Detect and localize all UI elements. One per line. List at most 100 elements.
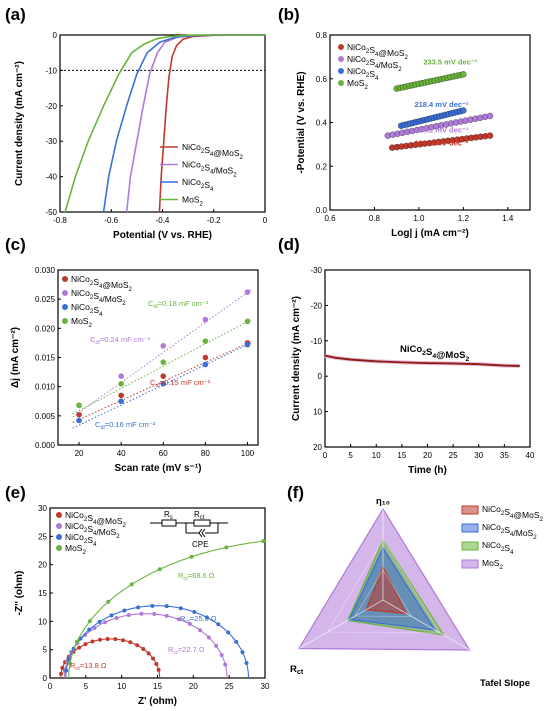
data-point bbox=[244, 660, 249, 665]
data-point bbox=[152, 612, 157, 617]
data-point bbox=[176, 617, 181, 622]
x-tick-label: 100 bbox=[241, 449, 255, 458]
legend-swatch bbox=[56, 512, 62, 518]
data-point bbox=[141, 646, 146, 651]
x-tick-label: 1.0 bbox=[413, 214, 425, 223]
y-tick-label: 20 bbox=[313, 443, 322, 452]
data-point bbox=[66, 657, 71, 662]
data-point bbox=[118, 398, 124, 405]
cdl-label: Cdl=0.15 mF cm⁻² bbox=[150, 378, 211, 389]
data-point bbox=[90, 639, 95, 644]
x-axis-label: Potential (V vs. RHE) bbox=[113, 230, 212, 241]
data-point bbox=[160, 343, 167, 349]
data-point bbox=[164, 613, 169, 618]
panel-a: (a) -0.8 -0.6 -0.4 -0.2 0 0 -10 -20 -30 -40 -50 Pote… bbox=[5, 5, 268, 241]
data-point bbox=[92, 626, 97, 631]
data-point bbox=[146, 651, 151, 656]
circuit-label-rct: Rct bbox=[194, 510, 205, 521]
x-tick-label: -0.4 bbox=[156, 216, 170, 225]
data-point bbox=[164, 604, 169, 609]
y-tick-label: -20 bbox=[310, 301, 322, 310]
data-point bbox=[87, 627, 92, 632]
x-tick-label: 0 bbox=[48, 682, 53, 691]
series-line bbox=[64, 34, 265, 213]
series-line bbox=[324, 354, 520, 367]
radar-grid bbox=[354, 569, 413, 617]
data-point bbox=[486, 112, 494, 120]
legend-swatch bbox=[461, 523, 479, 533]
fit-curve bbox=[68, 540, 264, 679]
legend-label: NiCo2S4@MoS2 bbox=[71, 274, 133, 293]
data-point bbox=[187, 622, 192, 627]
radar-axis bbox=[298, 599, 384, 649]
data-point bbox=[261, 539, 266, 544]
data-point bbox=[113, 637, 118, 642]
data-point bbox=[244, 289, 251, 295]
rct-label: Rct=22.7 Ω bbox=[168, 645, 205, 656]
y-tick-label: 0.030 bbox=[35, 266, 56, 275]
slope-label: 196.2 mV dec⁻¹ bbox=[414, 125, 468, 134]
legend-label: MoS2 bbox=[65, 543, 86, 556]
x-tick-label: 20 bbox=[423, 451, 432, 460]
circuit-label-rs: Rs bbox=[164, 510, 173, 521]
legend-swatch bbox=[62, 318, 68, 324]
panel-label: (a) bbox=[5, 5, 26, 24]
y-axis-label: Current density (mA cm⁻²) bbox=[14, 61, 25, 186]
rct-label: Rct=25.5 Ω bbox=[180, 614, 217, 625]
data-point bbox=[206, 635, 211, 640]
fit-line bbox=[72, 289, 252, 418]
data-point bbox=[234, 639, 239, 644]
data-point bbox=[64, 668, 69, 673]
legend-swatch bbox=[338, 80, 344, 86]
legend-swatch bbox=[461, 559, 479, 569]
legend-label: NiCo2S4/MoS2 bbox=[347, 54, 402, 73]
x-tick-label: 25 bbox=[225, 682, 234, 691]
data-point bbox=[460, 71, 467, 78]
legend-label: MoS2 bbox=[182, 195, 203, 208]
y-tick-label: -10 bbox=[310, 337, 322, 346]
data-point bbox=[192, 609, 197, 614]
legend-label: NiCo2S4@MoS2 bbox=[65, 510, 127, 529]
data-point bbox=[202, 316, 209, 323]
legend-swatch bbox=[338, 44, 344, 50]
y-tick-label: 15 bbox=[38, 589, 47, 598]
slope-label: 233.5 mV dec⁻¹ bbox=[423, 58, 477, 67]
y-tick-label: -10 bbox=[45, 66, 57, 75]
data-point bbox=[244, 341, 251, 348]
slope-label: 120.5 mV dec⁻¹ bbox=[414, 138, 468, 147]
data-point bbox=[118, 373, 124, 379]
data-point bbox=[105, 636, 110, 641]
data-point bbox=[160, 380, 167, 387]
data-point bbox=[118, 392, 124, 399]
y-tick-label: -40 bbox=[45, 173, 57, 182]
cdl-label: Cdl=0.16 mF cm⁻² bbox=[95, 420, 156, 431]
data-point bbox=[60, 665, 65, 670]
data-point bbox=[67, 661, 72, 666]
radar-axis bbox=[382, 599, 470, 651]
x-tick-label: 0.8 bbox=[369, 214, 381, 223]
x-tick-label: 35 bbox=[500, 451, 509, 460]
data-point bbox=[103, 620, 108, 625]
data-point bbox=[202, 361, 209, 368]
data-point bbox=[129, 582, 134, 587]
y-axis-label: -Potential (V vs. RHE) bbox=[296, 71, 307, 173]
data-point bbox=[109, 613, 114, 618]
legend-label: NiCo2S4@MoS2 bbox=[482, 504, 544, 523]
data-point bbox=[223, 662, 228, 667]
x-tick-label: 5 bbox=[348, 451, 353, 460]
panel-label: (c) bbox=[5, 235, 26, 254]
slope-label: 218.4 mV dec⁻¹ bbox=[414, 100, 468, 109]
legend-label: NiCo2S4 bbox=[182, 177, 214, 193]
data-point bbox=[202, 338, 209, 344]
rct-label: Rct=68.6 Ω bbox=[178, 571, 215, 582]
legend-swatch bbox=[56, 545, 62, 551]
legend-label: NiCo2S4@MoS2 bbox=[347, 42, 409, 61]
data-point bbox=[76, 411, 82, 418]
y-tick-label: 5 bbox=[43, 646, 48, 655]
y-tick-label: 0.020 bbox=[35, 324, 56, 333]
data-point bbox=[460, 107, 467, 114]
x-tick-label: 5 bbox=[84, 682, 89, 691]
panel-label: (b) bbox=[278, 5, 300, 24]
y-axis-label: Δj (mA cm⁻²) bbox=[10, 327, 21, 388]
y-tick-label: -30 bbox=[310, 266, 322, 275]
